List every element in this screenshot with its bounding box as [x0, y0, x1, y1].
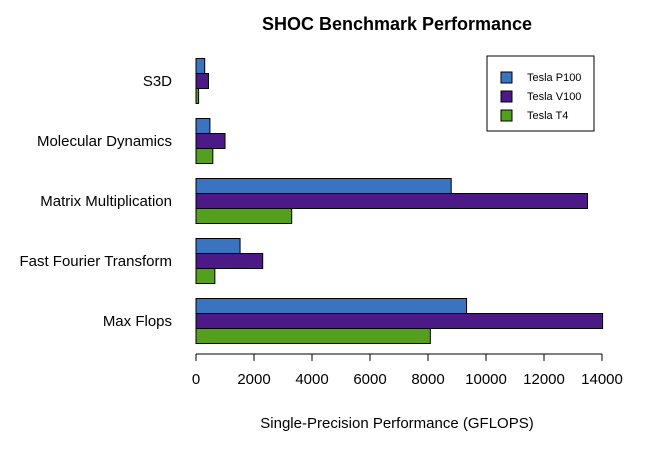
bar-tesla-v100-molecular-dynamics [195, 133, 226, 149]
bar-tesla-p100-fast-fourier-transform [195, 238, 241, 254]
category-labels: S3D Molecular Dynamics Matrix Multiplicati… [19, 73, 172, 330]
legend-label: Tesla P100 [527, 72, 581, 84]
legend-swatch [500, 109, 513, 122]
category-label: S3D [143, 73, 172, 90]
bar-tesla-v100-fast-fourier-transform [195, 253, 264, 269]
legend: Tesla P100 Tesla V100 Tesla T4 [486, 55, 595, 132]
bars-group [195, 58, 604, 344]
x-tick-label: 14000 [581, 371, 623, 388]
x-tick-label: 12000 [523, 371, 565, 388]
legend-swatch [500, 71, 513, 84]
bar-tesla-p100-molecular-dynamics [195, 118, 211, 134]
x-tick-label: 2000 [237, 371, 270, 388]
bar-tesla-v100-matrix-multiplication [195, 193, 588, 209]
bar-tesla-p100-max-flops [195, 298, 468, 314]
x-tick-label: 10000 [465, 371, 507, 388]
x-tick-label: 0 [192, 371, 200, 388]
legend-swatch [500, 90, 513, 103]
bar-tesla-t4-matrix-multiplication [195, 208, 293, 224]
bar-tesla-t4-molecular-dynamics [195, 148, 214, 164]
x-axis: 0 2000 4000 6000 8000 10000 12000 14000 [192, 353, 623, 388]
bar-tesla-v100-max-flops [195, 313, 604, 329]
bar-tesla-t4-max-flops [195, 328, 431, 344]
category-label: Matrix Multiplication [40, 193, 172, 210]
category-label: Max Flops [103, 313, 172, 330]
x-axis-label: Single-Precision Performance (GFLOPS) [260, 415, 533, 432]
legend-label: Tesla T4 [527, 110, 568, 122]
bar-tesla-v100-s3d [195, 73, 209, 89]
bar-tesla-p100-s3d [195, 58, 206, 74]
x-tick-label: 6000 [353, 371, 386, 388]
bar-tesla-t4-fast-fourier-transform [195, 268, 216, 284]
category-label: Fast Fourier Transform [19, 253, 172, 270]
bar-tesla-p100-matrix-multiplication [195, 178, 452, 194]
chart-title: SHOC Benchmark Performance [262, 14, 532, 34]
x-tick-label: 8000 [411, 371, 444, 388]
category-label: Molecular Dynamics [37, 133, 172, 150]
x-tick-label: 4000 [295, 371, 328, 388]
legend-label: Tesla V100 [527, 91, 581, 103]
bar-tesla-t4-s3d [195, 88, 200, 104]
